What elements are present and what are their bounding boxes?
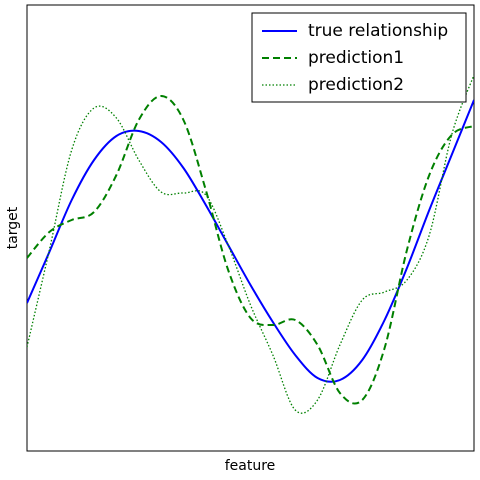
series-line xyxy=(27,94,474,405)
legend-label: true relationship xyxy=(308,21,448,41)
x-axis-label: feature xyxy=(225,458,276,474)
legend-label: prediction1 xyxy=(308,48,404,68)
series-line xyxy=(27,99,474,383)
legend-box xyxy=(251,12,467,103)
y-axis-label: target xyxy=(5,206,21,249)
series-line xyxy=(27,74,474,414)
legend-label: prediction2 xyxy=(308,75,404,95)
